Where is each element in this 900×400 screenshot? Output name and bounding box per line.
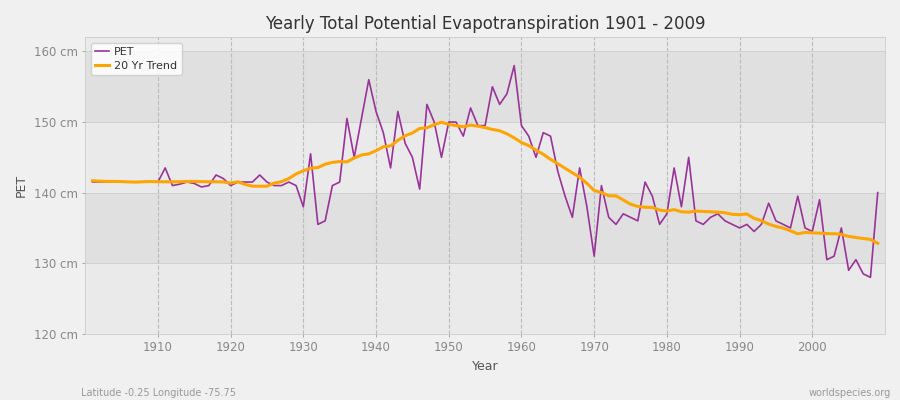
PET: [610, 222, 621, 227]
Line: PET: PET: [93, 66, 878, 277]
PET: [872, 190, 883, 195]
20 Yr Trend: [305, 166, 316, 171]
PET: [865, 275, 876, 280]
Legend: PET, 20 Yr Trend: PET, 20 Yr Trend: [91, 43, 182, 75]
PET: [87, 180, 98, 184]
Bar: [86, 122, 885, 193]
Line: 20 Yr Trend: 20 Yr Trend: [93, 122, 878, 243]
Bar: [86, 263, 885, 334]
PET: [349, 155, 360, 160]
Text: Latitude -0.25 Longitude -75.75: Latitude -0.25 Longitude -75.75: [81, 388, 236, 398]
20 Yr Trend: [349, 156, 360, 160]
Text: worldspecies.org: worldspecies.org: [809, 388, 891, 398]
PET: [145, 180, 156, 184]
PET: [523, 134, 534, 138]
Bar: [86, 52, 885, 122]
20 Yr Trend: [87, 178, 98, 183]
PET: [516, 123, 526, 128]
20 Yr Trend: [516, 140, 526, 145]
PET: [305, 152, 316, 156]
Bar: [86, 193, 885, 263]
20 Yr Trend: [872, 241, 883, 246]
Title: Yearly Total Potential Evapotranspiration 1901 - 2009: Yearly Total Potential Evapotranspiratio…: [265, 15, 706, 33]
20 Yr Trend: [436, 120, 447, 125]
X-axis label: Year: Year: [472, 360, 499, 373]
Bar: [86, 37, 885, 52]
20 Yr Trend: [610, 194, 621, 198]
20 Yr Trend: [145, 179, 156, 184]
PET: [508, 63, 519, 68]
20 Yr Trend: [523, 143, 534, 148]
Y-axis label: PET: PET: [15, 174, 28, 197]
